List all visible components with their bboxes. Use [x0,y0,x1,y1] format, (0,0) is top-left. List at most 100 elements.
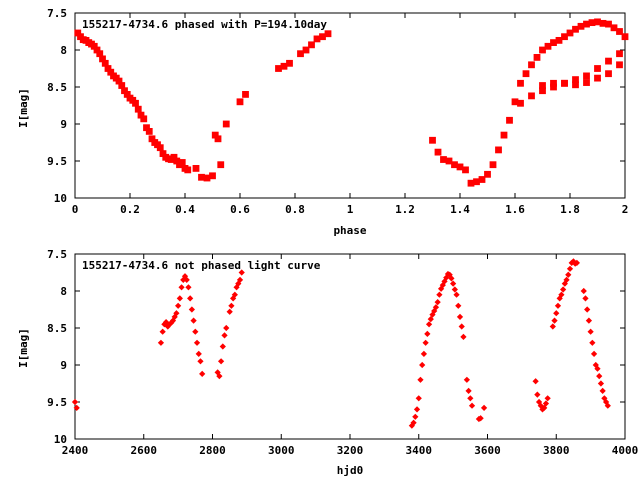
unphased-data-point [565,271,572,278]
unphased-x-tick-label: 3000 [268,444,295,457]
unphased-x-tick-label: 3400 [406,444,433,457]
unphased-data-point [480,404,488,412]
unphased-data-point [463,376,470,383]
unphased-x-tick-label: 3200 [337,444,364,457]
phased-data-point [134,105,142,113]
phased-data-point [275,65,282,72]
phased-data-point [104,65,112,72]
phased-data-point [583,20,590,28]
phased-data-point [456,163,464,171]
unphased-data-point [217,358,225,365]
unphased-data-point [413,406,421,413]
phased-data-point [605,20,612,28]
unphased-data-point [584,306,591,313]
phased-data-point [74,29,82,37]
phased-data-point [467,179,475,187]
phased-data-point [137,111,145,119]
phased-data-point [93,46,101,54]
phased-data-point [107,68,115,76]
phased-data-point [572,81,579,89]
phased-data-point [101,59,109,67]
phased-data-point [489,161,497,169]
phased-plot-frame [74,12,626,199]
phased-data-point [550,79,557,87]
unphased-data-point [228,302,235,309]
phased-x-tick-label: 1.2 [395,203,415,216]
unphased-data-point [596,372,603,380]
phased-data-point [198,173,205,181]
unphased-data-point [436,291,443,298]
phased-data-point [583,72,590,80]
unphased-data-point [590,350,598,358]
unphased-data-point [451,286,458,293]
unphased-chart-title: 155217-4734.6 not phased light curve [82,259,321,272]
unphased-data-point [455,302,462,309]
phased-data-point [594,65,601,72]
phased-data-point [222,120,230,128]
phased-data-point [539,87,546,95]
unphased-data-point [458,323,465,330]
unphased-data-point [176,295,183,302]
phased-data-point [572,25,579,33]
phased-data-point [440,156,447,163]
phased-y-axis-label: I[mag] [17,88,30,128]
phased-data-point [577,22,585,30]
phased-data-point [140,115,148,123]
phased-x-tick-label: 0.6 [230,203,250,216]
phased-data-point [572,76,579,83]
unphased-data-point [544,395,551,402]
unphased-data-point [563,276,570,284]
unphased-data-point [551,317,558,324]
unphased-data-point [175,302,182,309]
phased-data-point [517,99,524,107]
phased-x-tick-label: 1.4 [450,203,470,216]
unphased-data-point [448,275,455,282]
phased-data-point [324,30,332,38]
phased-y-tick-label: 9 [60,118,67,131]
unphased-data-point [587,328,594,335]
unphased-data-point [532,378,539,385]
unphased-data-point [199,370,206,377]
phased-data-point [594,74,601,82]
phased-data-point [616,28,623,35]
phased-data-point [462,166,469,174]
phased-chart-title: 155217-4734.6 phased with P=194.10day [82,18,327,31]
unphased-data-point [71,398,79,406]
unphased-data-point [465,387,472,395]
phased-x-axis-label: phase [333,224,366,237]
unphased-y-axis-label: I[mag] [17,328,30,368]
phased-data-point [123,91,131,98]
phased-data-point [522,70,530,78]
unphased-data-point [190,317,197,324]
phased-y-tick-label: 10 [54,192,67,205]
unphased-data-point [410,419,417,426]
phased-data-point [561,33,568,41]
phased-data-point [451,161,458,169]
unphased-data-point [195,350,202,358]
phased-data-point [280,62,288,70]
phased-data-point [132,99,139,107]
phased-data-point [236,98,244,106]
unphased-y-tick-label: 8 [60,285,67,298]
phased-y-tick-label: 7.5 [47,7,67,20]
phased-data-point [445,157,453,165]
unphased-data-point [221,332,228,339]
unphased-x-axis-label: hjd0 [337,464,364,477]
unphased-data-point [566,265,574,272]
unphased-data-point [185,284,192,291]
phased-y-tick-label: 9.5 [47,155,67,168]
unphased-data-point [197,358,204,365]
phased-data-point [555,36,563,44]
phased-data-point [148,135,156,143]
unphased-data-point [597,380,605,387]
unphased-data-point [450,280,457,287]
phased-data-points [74,18,629,187]
unphased-x-tick-label: 3800 [543,444,570,457]
unphased-data-point [460,333,467,340]
phased-data-point [308,41,315,49]
phased-data-point [145,128,153,135]
unphased-data-point [417,376,424,383]
phased-data-point [550,83,557,91]
unphased-x-tick-label: 2400 [62,444,89,457]
unphased-data-point [415,395,422,402]
